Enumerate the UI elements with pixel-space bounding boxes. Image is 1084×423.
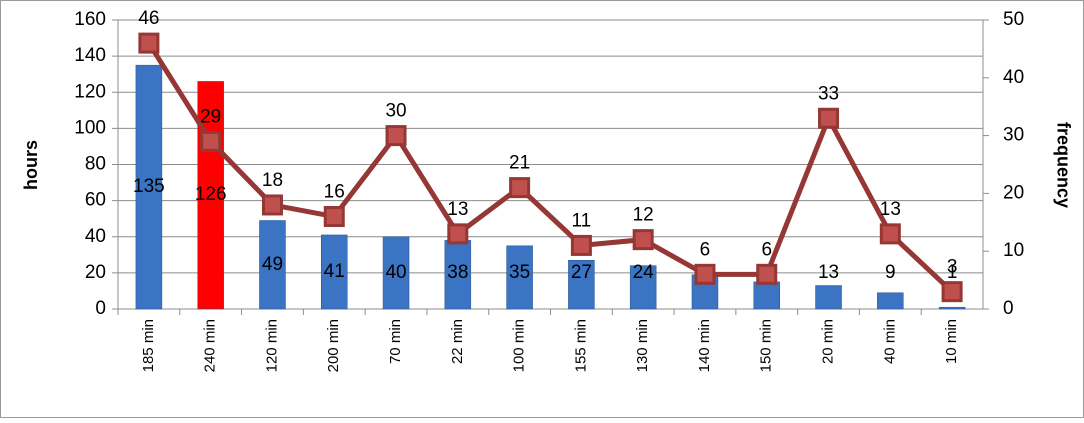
line-marker: [632, 229, 654, 251]
y-tick-label: 160: [74, 9, 106, 30]
line-marker: [385, 125, 407, 147]
y2-tick-label: 30: [1003, 125, 1024, 146]
x-tick-label: 22 min: [449, 319, 466, 364]
x-tick-label: 70 min: [387, 319, 404, 364]
line-value-label: 18: [262, 170, 283, 191]
bar: [629, 265, 657, 310]
y-tick-label: 80: [85, 154, 106, 175]
line-value-label: 46: [138, 8, 159, 29]
line-value-label: 13: [880, 199, 901, 220]
line-marker: [879, 223, 901, 245]
line-value-label: 30: [385, 101, 406, 122]
x-tick-label: 200 min: [325, 319, 342, 372]
line-value-label: 16: [324, 182, 345, 203]
line-value-label: 29: [200, 106, 221, 127]
bar: [135, 64, 163, 310]
line-value-label: 33: [818, 83, 839, 104]
bar-value-label: 35: [509, 262, 530, 283]
line-marker: [756, 263, 778, 285]
y2-axis-label: frequency: [1053, 122, 1073, 208]
y-tick-label: 0: [95, 298, 106, 319]
line-value-label: 11: [572, 210, 592, 231]
x-tick-label: 130 min: [634, 319, 651, 372]
y-tick-label: 40: [85, 226, 106, 247]
bar-value-label: 126: [195, 184, 227, 205]
bar: [938, 306, 966, 310]
bar-value-label: 24: [633, 262, 655, 283]
y2-tick-label: 20: [1003, 182, 1024, 203]
y-tick-label: 100: [74, 117, 106, 138]
line-value-label: 13: [447, 199, 468, 220]
x-tick-label: 150 min: [758, 319, 775, 372]
y-tick-label: 140: [74, 45, 106, 66]
x-tick-label: 100 min: [511, 319, 528, 372]
bar: [382, 236, 410, 310]
bar: [568, 259, 595, 310]
line-marker: [818, 107, 840, 129]
y2-tick-label: 10: [1003, 240, 1024, 261]
x-tick-label: 155 min: [572, 319, 589, 372]
bar: [877, 292, 904, 310]
x-tick-label: 20 min: [820, 319, 837, 364]
bar-value-label: 27: [571, 262, 592, 283]
bar: [259, 220, 286, 310]
bar: [815, 285, 842, 310]
line-marker: [447, 223, 469, 245]
bar: [197, 81, 224, 310]
line-marker: [138, 32, 160, 54]
x-tick-label: 120 min: [263, 319, 280, 372]
y-tick-label: 20: [85, 262, 106, 283]
bar-value-label: 1: [947, 262, 958, 283]
y-tick-label: 60: [85, 190, 106, 211]
line-marker: [200, 130, 222, 152]
line-value-label: 6: [700, 239, 711, 260]
line-marker: [694, 263, 716, 285]
y2-tick-label: 50: [1003, 9, 1024, 30]
line-value-label: 3: [947, 257, 958, 278]
line-value-label: 12: [633, 205, 654, 226]
bar-value-label: 40: [385, 262, 406, 283]
line-marker: [509, 177, 531, 199]
line-marker: [941, 281, 963, 303]
bar-value-label: 41: [324, 261, 345, 282]
line-marker: [261, 194, 283, 216]
y2-tick-label: 0: [1003, 298, 1014, 319]
bar: [321, 234, 348, 310]
bar-value-label: 38: [447, 262, 468, 283]
bar: [506, 245, 533, 310]
bar-value-label: 49: [262, 254, 283, 275]
x-tick-label: 240 min: [202, 319, 219, 372]
x-tick-label: 185 min: [140, 319, 157, 372]
bar: [444, 240, 472, 310]
bar-value-label: 13: [818, 262, 839, 283]
line-value-label: 21: [509, 153, 530, 174]
bar: [753, 281, 780, 310]
line-marker: [323, 206, 345, 228]
x-tick-label: 40 min: [881, 319, 898, 364]
line-value-label: 6: [761, 239, 772, 260]
x-tick-label: 140 min: [696, 319, 713, 372]
y-tick-label: 120: [74, 81, 106, 102]
bar-value-label: 135: [133, 176, 165, 197]
line-marker: [570, 234, 592, 256]
y-axis-label: hours: [21, 140, 41, 190]
y2-tick-label: 40: [1003, 67, 1024, 88]
x-tick-label: 10 min: [943, 319, 960, 364]
bar-value-label: 9: [885, 262, 896, 283]
